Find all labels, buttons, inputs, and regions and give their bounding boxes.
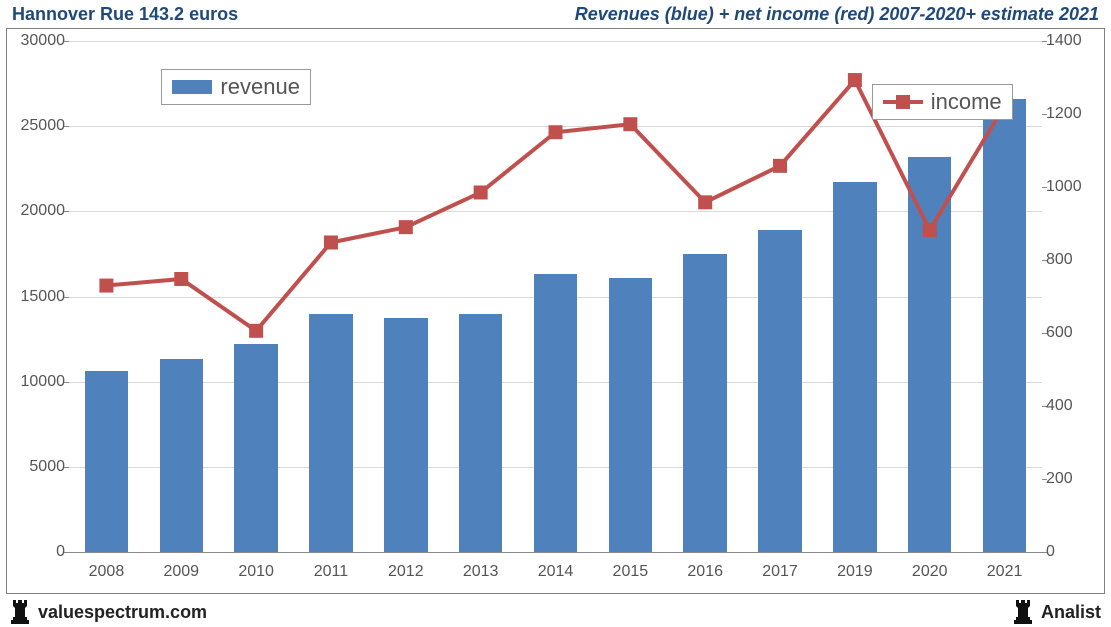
x-axis-label: 2012 <box>388 563 424 581</box>
x-axis-label: 2015 <box>613 563 649 581</box>
x-axis-label: 2010 <box>238 563 274 581</box>
y-left-label: 20000 <box>9 202 65 220</box>
legend-income: income <box>872 84 1013 120</box>
legend-label: income <box>931 89 1002 115</box>
x-axis-label: 2013 <box>463 563 499 581</box>
footer-left-text: valuespectrum.com <box>38 602 207 623</box>
y-right-label: 800 <box>1046 251 1102 269</box>
y-right-label: 0 <box>1046 543 1102 561</box>
y-right-label: 400 <box>1046 397 1102 415</box>
legend-swatch-line <box>883 92 923 112</box>
x-axis-label: 2017 <box>762 563 798 581</box>
y-left-label: 25000 <box>9 117 65 135</box>
chart-container: 0 5000 10000 15000 20000 25000 30000 0 200 400 600… <box>6 28 1105 594</box>
y-right-label: 1400 <box>1046 32 1102 50</box>
y-left-label: 10000 <box>9 373 65 391</box>
y-left-label: 30000 <box>9 32 65 50</box>
legend-swatch-bar <box>172 80 212 94</box>
y-right-label: 1200 <box>1046 105 1102 123</box>
x-axis-label: 2009 <box>163 563 199 581</box>
legend-label: revenue <box>220 74 300 100</box>
x-axis-label: 2011 <box>314 563 348 581</box>
y-left-label: 0 <box>9 543 65 561</box>
y-left-label: 15000 <box>9 288 65 306</box>
y-right-label: 1000 <box>1046 178 1102 196</box>
rook-icon <box>1013 600 1035 624</box>
footer-left: valuespectrum.com <box>10 600 207 624</box>
y-left-label: 5000 <box>9 458 65 476</box>
x-axis-label: 2019 <box>837 563 873 581</box>
y-right-label: 200 <box>1046 470 1102 488</box>
x-axis-label: 2016 <box>687 563 723 581</box>
x-axis-label: 2020 <box>912 563 948 581</box>
x-axis-label: 2008 <box>89 563 125 581</box>
legend-revenue: revenue <box>161 69 311 105</box>
title-right: Revenues (blue) + net income (red) 2007-… <box>575 4 1099 25</box>
title-left: Hannover Rue 143.2 euros <box>12 4 238 25</box>
rook-icon <box>10 600 32 624</box>
footer: valuespectrum.com Analist <box>0 597 1111 627</box>
x-axis-label: 2021 <box>987 563 1023 581</box>
footer-right: Analist <box>1013 600 1101 624</box>
x-axis-label: 2014 <box>538 563 574 581</box>
chart-header: Hannover Rue 143.2 euros Revenues (blue)… <box>0 0 1111 26</box>
y-right-label: 600 <box>1046 324 1102 342</box>
footer-right-text: Analist <box>1041 602 1101 623</box>
